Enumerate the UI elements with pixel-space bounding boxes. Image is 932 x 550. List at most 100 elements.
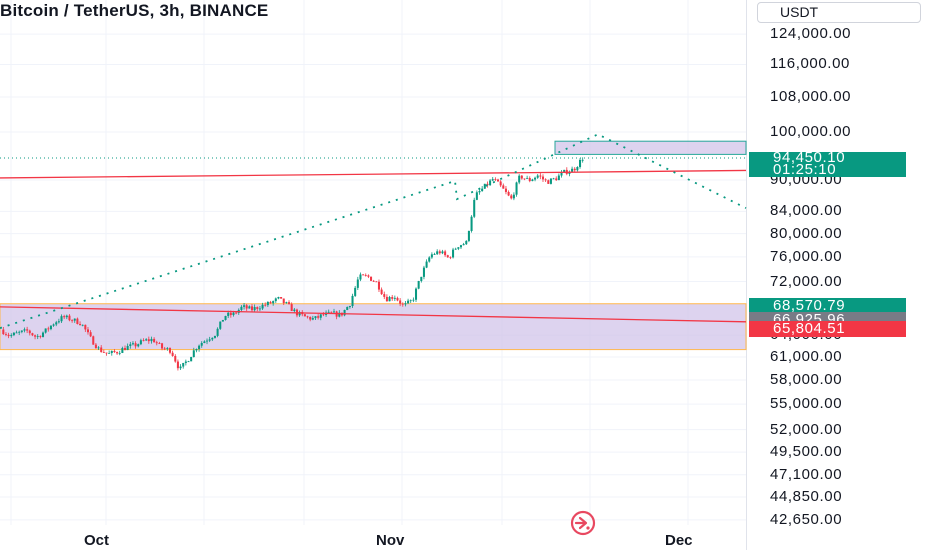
candle-body: [354, 287, 357, 296]
candle-body: [76, 318, 79, 325]
level-lower-badge: 65,804.51: [749, 321, 906, 337]
candle-body: [261, 304, 264, 309]
price-tick-label: 42,650.00: [770, 510, 843, 528]
candle-body: [465, 240, 468, 245]
candle-body: [280, 297, 283, 299]
candle-body: [518, 175, 521, 183]
candle-body: [452, 249, 455, 258]
candle-body: [224, 315, 227, 320]
candle-body: [348, 306, 351, 308]
candle-body: [190, 357, 193, 362]
candle-body: [523, 178, 526, 180]
candle-body: [92, 336, 95, 345]
candle-body: [219, 321, 222, 329]
candle-body: [541, 176, 545, 180]
candle-body: [258, 308, 261, 310]
price-tick-label: 58,000.00: [770, 370, 843, 388]
candle-body: [200, 343, 203, 346]
candle-body: [383, 294, 386, 297]
candle-body: [510, 195, 513, 199]
candle-body: [36, 336, 39, 337]
candle-body: [213, 335, 216, 338]
candle-body: [240, 306, 243, 310]
candle-body: [71, 320, 74, 322]
candle-body: [322, 314, 325, 316]
candle-body: [467, 230, 470, 241]
candle-body: [73, 318, 76, 321]
candle-body: [55, 322, 58, 325]
candle-body: [330, 311, 333, 313]
candle-body: [139, 340, 142, 345]
candle-body: [515, 182, 518, 195]
candle-body: [504, 188, 507, 192]
candle-body: [47, 328, 50, 330]
candle-body: [356, 279, 359, 288]
candle-body: [89, 332, 92, 337]
candle-body: [221, 319, 224, 322]
candle-body: [57, 321, 60, 323]
projection-path: [0, 133, 747, 329]
price-tick-label: 80,000.00: [770, 224, 843, 242]
candle-body: [235, 312, 238, 314]
candle-body: [15, 332, 18, 334]
candle-body: [367, 275, 370, 277]
candle-body: [285, 302, 288, 304]
candle-body: [581, 159, 584, 161]
candle-body: [290, 304, 293, 312]
target-zone: [554, 140, 747, 155]
candle-body: [425, 261, 428, 268]
candle-body: [4, 334, 7, 335]
candle-body: [475, 192, 478, 200]
candle-body: [250, 306, 254, 311]
candle-body: [343, 309, 346, 316]
candle-body: [446, 255, 449, 258]
candle-body: [579, 159, 582, 168]
price-tick-label: 55,000.00: [770, 395, 843, 413]
candle-body: [26, 329, 29, 331]
candle-body: [547, 180, 550, 184]
price-tick-label: 72,000.00: [770, 272, 843, 290]
candle-body: [264, 304, 267, 306]
candle-body: [41, 332, 45, 337]
candle-body: [499, 181, 502, 186]
candle-body: [454, 248, 457, 250]
candle-body: [63, 316, 66, 318]
candle-body: [110, 350, 113, 354]
candle-body: [459, 245, 463, 248]
candle-body: [65, 315, 68, 318]
candle-body: [327, 311, 330, 313]
candle-body: [211, 337, 214, 340]
candle-body: [31, 333, 34, 336]
candle-body: [142, 340, 145, 342]
candle-body: [417, 280, 420, 289]
candle-body: [150, 338, 153, 342]
candle-body: [23, 329, 26, 331]
candle-body: [319, 314, 322, 318]
resistance-trendline: [0, 169, 747, 179]
candle-body: [401, 303, 404, 305]
last-price-badge: 94,450.10 01:25:10: [749, 150, 906, 177]
candle-body: [68, 315, 71, 321]
candle-body: [153, 338, 156, 343]
candle-body: [100, 347, 103, 353]
candle-body: [198, 345, 201, 350]
tradingview-logo-icon: [570, 510, 596, 536]
candle-body: [118, 352, 121, 354]
price-tick-label: 84,000.00: [770, 202, 843, 220]
candle-body: [486, 183, 489, 186]
candle-body: [86, 329, 89, 333]
candle-body: [362, 274, 365, 276]
currency-button[interactable]: USDT: [757, 2, 921, 23]
candle-body: [137, 344, 140, 347]
candle-body: [571, 168, 574, 172]
candle-body: [309, 316, 312, 320]
price-tick-label: 116,000.00: [770, 55, 850, 73]
candle-body: [536, 175, 539, 178]
candle-body: [12, 332, 15, 336]
candle-body: [81, 324, 84, 326]
candle-body: [274, 298, 277, 302]
candle-body: [288, 302, 291, 305]
candle-body: [145, 339, 148, 341]
